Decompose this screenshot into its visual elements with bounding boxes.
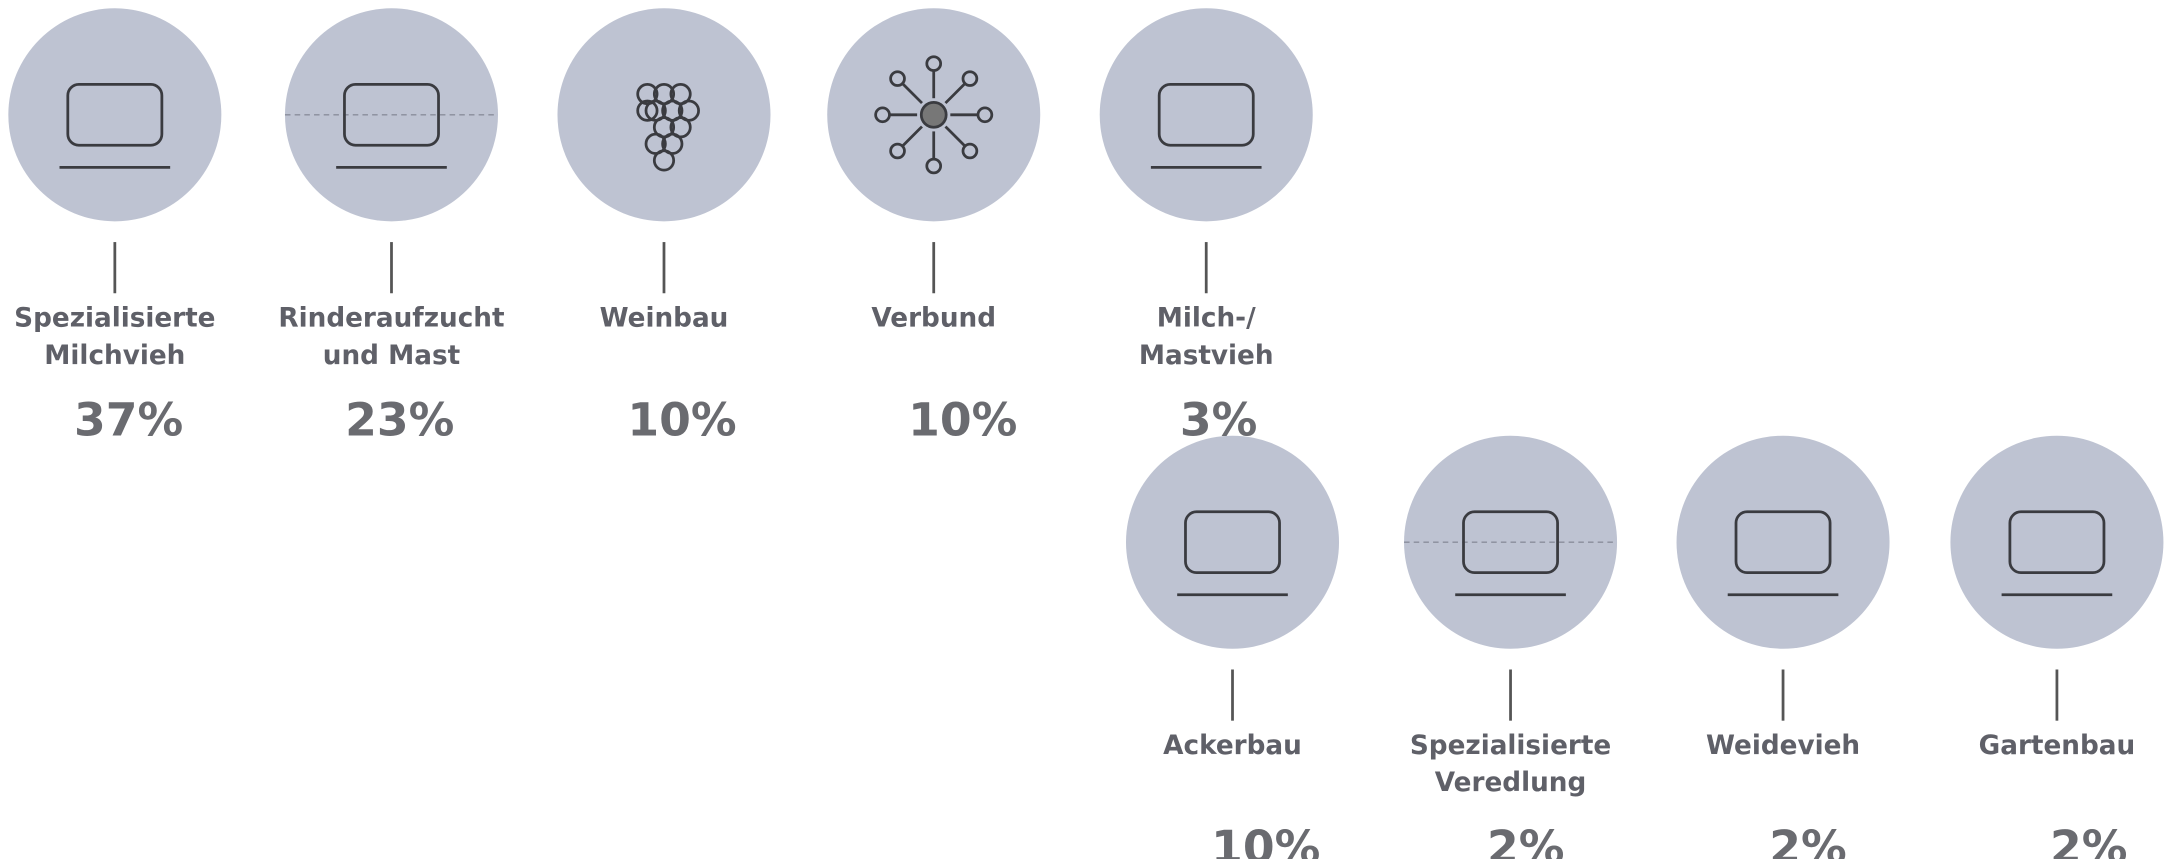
category-label: Milch-/ [1157,303,1256,333]
percentage: 2% [1769,821,1846,859]
icon-shape [944,125,967,148]
category-item: Gartenbau 2% [1950,435,2164,859]
icon-shape [976,106,994,124]
icon-shape [1157,82,1255,147]
icon [2001,510,2113,597]
icon-shape [343,82,440,147]
category-label: Verbund [871,303,996,333]
icon-shape [1184,510,1281,575]
category-item: Verbund 10% [827,8,1041,447]
percentage: 2% [1487,821,1564,859]
icon-shape [925,157,943,175]
icon-circle [1125,435,1340,649]
category-item: Rinderaufzucht und Mast 23% [278,8,505,447]
icon-shape [874,106,891,124]
category-item: Weinbau 10% [557,8,771,447]
category-item: Weidevieh 2% [1676,435,1890,859]
icon-shape [2008,510,2106,575]
category-label: Ackerbau [1163,731,1302,761]
icon [1455,510,1566,597]
percentage: 23% [345,394,454,447]
icon-circle [8,8,222,222]
icon-shape [889,70,906,87]
percentage: 37% [74,394,183,447]
icon-circle [1099,8,1313,222]
icon-shape [889,142,906,160]
icon-shape [636,99,659,122]
category-label: Rinderaufzucht [278,303,504,333]
icon-circle [1950,435,2164,649]
icon-shape [1734,510,1832,575]
icon-shape [66,82,164,147]
icon-shape [652,149,676,172]
category-label: Spezialisierte [14,303,215,333]
icon-shape [961,70,979,87]
category-label: Weidevieh [1706,731,1860,761]
category-item: Spezialisierte Milchvieh 37% [8,8,222,447]
category-label: Mastvieh [1139,341,1274,371]
icon-shape [901,82,923,105]
icon-shape [919,100,948,129]
percentage: 10% [1211,821,1320,859]
icon-circle [1676,435,1890,649]
category-label: Spezialisierte [1410,731,1611,761]
icon [874,55,994,175]
category-item: Spezialisierte Veredlung 2% [1404,435,1618,859]
icon-shape [1462,510,1559,575]
category-label: Milchvieh [44,341,185,371]
icon [336,82,447,169]
category-label: Veredlung [1435,768,1586,798]
category-label: Gartenbau [1979,731,2136,761]
icon-shape [944,82,967,105]
percentage: 10% [627,394,736,447]
icon [1727,510,1839,597]
icon [636,82,700,172]
percentage: 10% [908,394,1017,447]
category-label: Weinbau [600,303,729,333]
icon [1177,510,1288,597]
category-label: und Mast [323,341,460,371]
icon-shape [901,125,923,148]
icon-shape [925,55,943,72]
icon [59,82,171,169]
category-item: Ackerbau 10% [1125,435,1340,859]
icon [1150,82,1262,169]
icon-shape [961,142,979,160]
percentage: 2% [2050,821,2127,859]
